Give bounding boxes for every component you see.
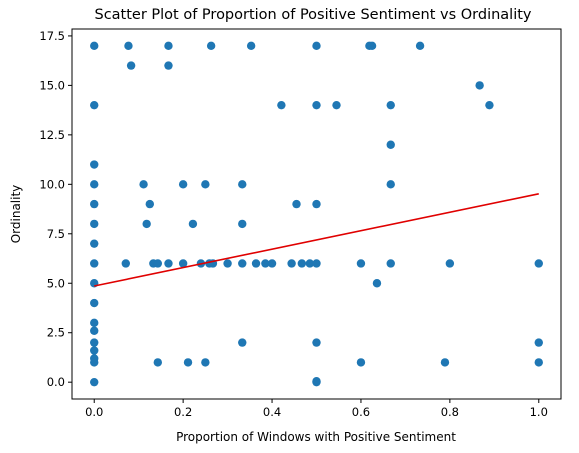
axes-frame <box>71 28 562 400</box>
scatter-point <box>485 100 494 110</box>
scatter-point <box>90 41 99 51</box>
y-tick-label: 17.5 <box>39 29 65 43</box>
y-tick-label: 0.0 <box>47 375 65 389</box>
x-tick-label: 0.8 <box>441 405 459 419</box>
trend-line <box>94 193 539 287</box>
scatter-point <box>386 180 395 189</box>
scatter-point <box>445 259 455 268</box>
scatter-point <box>297 259 307 268</box>
scatter-point <box>238 180 247 189</box>
scatter-point <box>312 259 321 268</box>
scatter-point <box>90 358 99 367</box>
scatter-point <box>415 41 425 51</box>
scatter-point <box>287 259 296 268</box>
scatter-point <box>312 41 321 51</box>
scatter-point <box>475 81 484 90</box>
scatter-point <box>178 180 188 189</box>
scatter-point <box>183 358 193 367</box>
y-tick-label: 12.5 <box>39 128 65 142</box>
scatter-point <box>251 259 261 268</box>
scatter-point <box>305 259 315 268</box>
scatter-point <box>139 180 148 189</box>
scatter-point <box>90 219 99 229</box>
x-axis-label: Proportion of Windows with Positive Sent… <box>176 430 456 444</box>
scatter-point <box>386 259 395 268</box>
chart-title: Scatter Plot of Proportion of Positive S… <box>94 7 531 23</box>
scatter-point <box>90 180 99 189</box>
scatter-point <box>124 41 133 51</box>
scatter-point <box>238 219 247 229</box>
scatter-point <box>90 346 99 355</box>
scatter-point <box>142 219 151 229</box>
scatter-point <box>178 259 188 268</box>
scatter-point <box>223 259 232 268</box>
scatter-point <box>90 338 99 347</box>
scatter-point <box>277 100 286 110</box>
scatter-point <box>90 259 99 268</box>
scatter-point <box>206 41 216 51</box>
scatter-point <box>312 199 321 209</box>
scatter-point <box>312 100 321 110</box>
y-tick-label: 7.5 <box>47 227 65 241</box>
y-axis: 0.0 2.5 5.0 7.5 10.0 12.5 15.0 17.5 <box>39 29 72 389</box>
scatter-point <box>356 259 366 268</box>
scatter-point <box>90 160 99 169</box>
scatter-point <box>90 377 99 387</box>
scatter-point <box>267 259 277 268</box>
scatter-point <box>386 140 395 149</box>
x-tick-label: 1.0 <box>530 405 548 419</box>
scatter-point <box>312 376 321 386</box>
scatter-point <box>332 100 341 110</box>
scatter-point <box>164 41 173 51</box>
scatter-point <box>126 61 136 70</box>
scatter-point <box>153 259 162 268</box>
x-tick-label: 0.2 <box>174 405 192 419</box>
y-tick-label: 15.0 <box>39 78 65 92</box>
x-tick-label: 0.6 <box>352 405 370 419</box>
scatter-point <box>534 358 543 367</box>
scatter-point <box>164 61 173 70</box>
scatter-point <box>145 199 154 209</box>
scatter-point <box>164 259 173 268</box>
scatter-point <box>90 199 99 209</box>
scatter-point <box>386 100 395 110</box>
x-axis: 0.0 0.2 0.4 0.6 0.8 1.0 <box>85 399 548 419</box>
y-tick-label: 5.0 <box>47 276 65 290</box>
scatter-point <box>367 41 377 51</box>
scatter-point <box>90 298 99 308</box>
scatter-point <box>201 180 210 189</box>
scatter-point <box>153 358 162 367</box>
plot-area <box>90 41 543 387</box>
scatter-point <box>246 41 256 51</box>
y-tick-label: 2.5 <box>47 326 65 340</box>
scatter-point <box>372 279 382 288</box>
scatter-point <box>292 199 301 209</box>
scatter-point <box>188 219 198 229</box>
scatter-point <box>534 259 543 268</box>
x-tick-label: 0.4 <box>263 405 281 419</box>
scatter-point <box>440 358 450 367</box>
y-tick-label: 10.0 <box>39 177 65 191</box>
scatter-point <box>312 338 321 347</box>
scatter-point <box>261 259 270 268</box>
scatter-point <box>201 358 210 367</box>
scatter-point <box>90 326 99 335</box>
scatter-point <box>121 259 130 268</box>
y-axis-label: Ordinality <box>9 185 23 244</box>
scatter-point <box>238 338 247 347</box>
scatter-point <box>90 318 99 328</box>
scatter-point <box>534 338 543 347</box>
x-tick-label: 0.0 <box>85 405 103 419</box>
scatter-point <box>238 259 247 268</box>
scatter-point <box>90 239 99 248</box>
scatter-point <box>356 358 366 367</box>
scatter-point <box>90 100 99 110</box>
